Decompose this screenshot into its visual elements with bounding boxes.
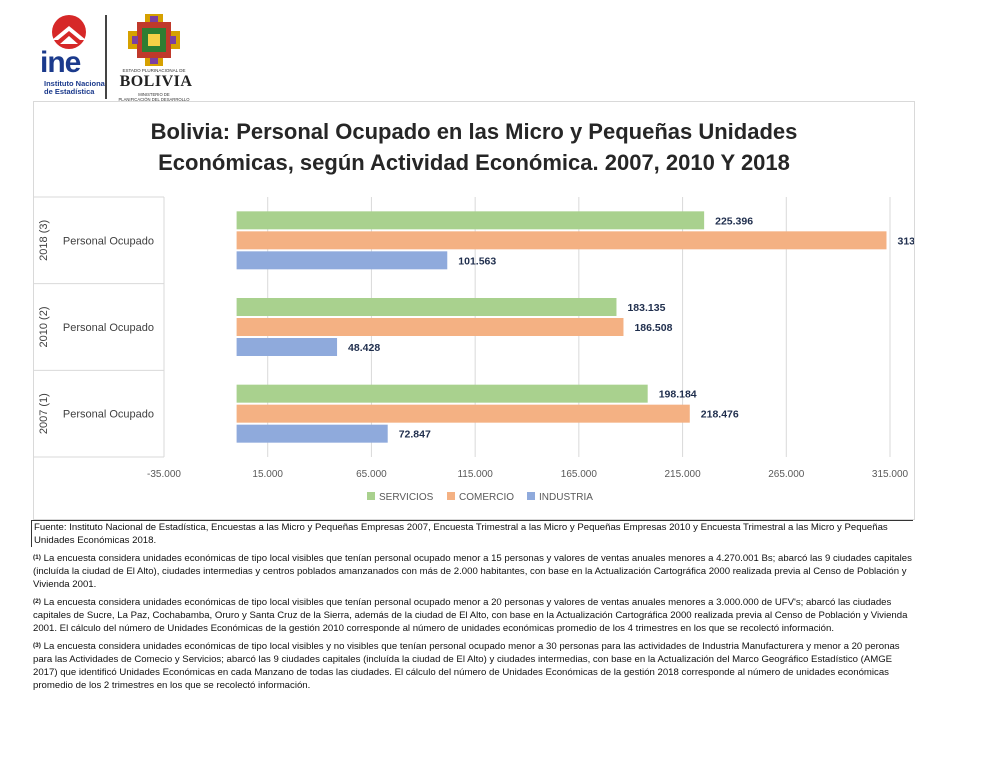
category-group-label: 2007 (1) bbox=[38, 393, 50, 434]
x-tick-label: 15.000 bbox=[252, 469, 283, 480]
footnote-2: (2) La encuesta considera unidades econó… bbox=[33, 596, 913, 635]
bolivia-logo-subtitle: MINISTERIO DE PLANIFICACIÓN DEL DESARROL… bbox=[114, 92, 194, 102]
bolivia-chakana-icon bbox=[128, 14, 180, 66]
ine-subtitle-line2: de Estadística bbox=[44, 87, 95, 96]
legend-swatch bbox=[367, 492, 375, 500]
ine-logo: ine Instituto Nacional de Estadística bbox=[40, 14, 107, 100]
legend-swatch bbox=[447, 492, 455, 500]
x-tick-label: 265.000 bbox=[768, 469, 805, 480]
chart-container: Bolivia: Personal Ocupado en las Micro y… bbox=[33, 101, 915, 520]
footnote-1-text: La encuesta considera unidades económica… bbox=[33, 553, 912, 590]
category-group-label: 2010 (2) bbox=[38, 307, 50, 348]
bolivia-wordmark: BOLIVIA bbox=[119, 73, 193, 90]
ine-subtitle: Instituto Nacional de Estadística bbox=[44, 80, 114, 96]
bar-chart: -35.000 15.000 65.000 115.000 165.000 215.000… bbox=[34, 196, 914, 503]
logo-divider bbox=[105, 15, 107, 99]
category-group-label: 2018 (3) bbox=[38, 220, 50, 261]
bar-industria bbox=[236, 338, 338, 356]
chart-title-line2: Económicas, según Actividad Económica. 2… bbox=[158, 150, 790, 175]
data-label: 72.847 bbox=[399, 429, 431, 441]
footer-notes: Fuente: Instituto Nacional de Estadístic… bbox=[31, 520, 913, 697]
ine-emblem-icon bbox=[52, 15, 86, 49]
ine-wordmark: ine bbox=[40, 46, 81, 79]
x-tick-label: 315.000 bbox=[872, 469, 909, 480]
data-label: 198.184 bbox=[659, 389, 697, 401]
footnote-1: (1) La encuesta considera unidades econó… bbox=[33, 552, 913, 591]
footnote-2-text: La encuesta considera unidades económica… bbox=[33, 597, 908, 634]
footnote-3-text: La encuesta considera unidades económica… bbox=[33, 641, 900, 691]
bar-comercio bbox=[236, 404, 690, 423]
bar-comercio bbox=[236, 231, 887, 250]
data-label: 48.428 bbox=[348, 342, 380, 354]
source-note: Fuente: Instituto Nacional de Estadístic… bbox=[31, 520, 913, 547]
bolivia-logo-top-text: ESTADO PLURINACIONAL DE bbox=[122, 68, 186, 73]
bar-industria bbox=[236, 424, 388, 443]
chart-title: Bolivia: Personal Ocupado en las Micro y… bbox=[34, 116, 914, 178]
x-tick-label: 215.000 bbox=[664, 469, 701, 480]
x-tick-label: 165.000 bbox=[561, 469, 598, 480]
ine-subtitle-line1: Instituto Nacional bbox=[44, 79, 107, 88]
x-tick-label: -35.000 bbox=[147, 469, 181, 480]
bolivia-logo-subtitle-line2: PLANIFICACIÓN DEL DESARROLLO bbox=[118, 97, 190, 102]
bolivia-logo: ESTADO PLURINACIONAL DE BOLIVIA MINISTER… bbox=[114, 12, 194, 102]
data-label: 183.135 bbox=[627, 302, 665, 314]
bar-comercio bbox=[236, 318, 624, 336]
footnote-1-mark: (1) bbox=[33, 554, 41, 561]
legend-label: COMERCIO bbox=[459, 492, 514, 503]
footnote-3: (3) La encuesta considera unidades econó… bbox=[33, 640, 913, 692]
chart-title-line1: Bolivia: Personal Ocupado en las Micro y… bbox=[150, 119, 798, 144]
data-label: 225.396 bbox=[715, 215, 753, 227]
bolivia-logo-subtitle-line1: MINISTERIO DE bbox=[138, 92, 170, 97]
footnote-2-mark: (2) bbox=[33, 598, 41, 605]
data-label: 313.306 bbox=[897, 235, 914, 247]
category-label: Personal Ocupado bbox=[63, 409, 154, 421]
data-label: 186.508 bbox=[634, 322, 672, 334]
category-label: Personal Ocupado bbox=[63, 235, 154, 247]
category-label: Personal Ocupado bbox=[63, 322, 154, 334]
x-tick-label: 65.000 bbox=[356, 469, 387, 480]
x-tick-label: 115.000 bbox=[457, 469, 493, 480]
data-label: 218.476 bbox=[701, 409, 739, 421]
bar-servicios bbox=[236, 384, 648, 403]
bar-industria bbox=[236, 251, 448, 270]
data-label: 101.563 bbox=[458, 255, 496, 267]
legend-swatch bbox=[527, 492, 535, 500]
bar-servicios bbox=[236, 298, 617, 316]
legend-label: SERVICIOS bbox=[379, 492, 434, 503]
legend-label: INDUSTRIA bbox=[539, 492, 593, 503]
footnote-3-mark: (3) bbox=[33, 642, 41, 649]
bar-servicios bbox=[236, 211, 705, 230]
